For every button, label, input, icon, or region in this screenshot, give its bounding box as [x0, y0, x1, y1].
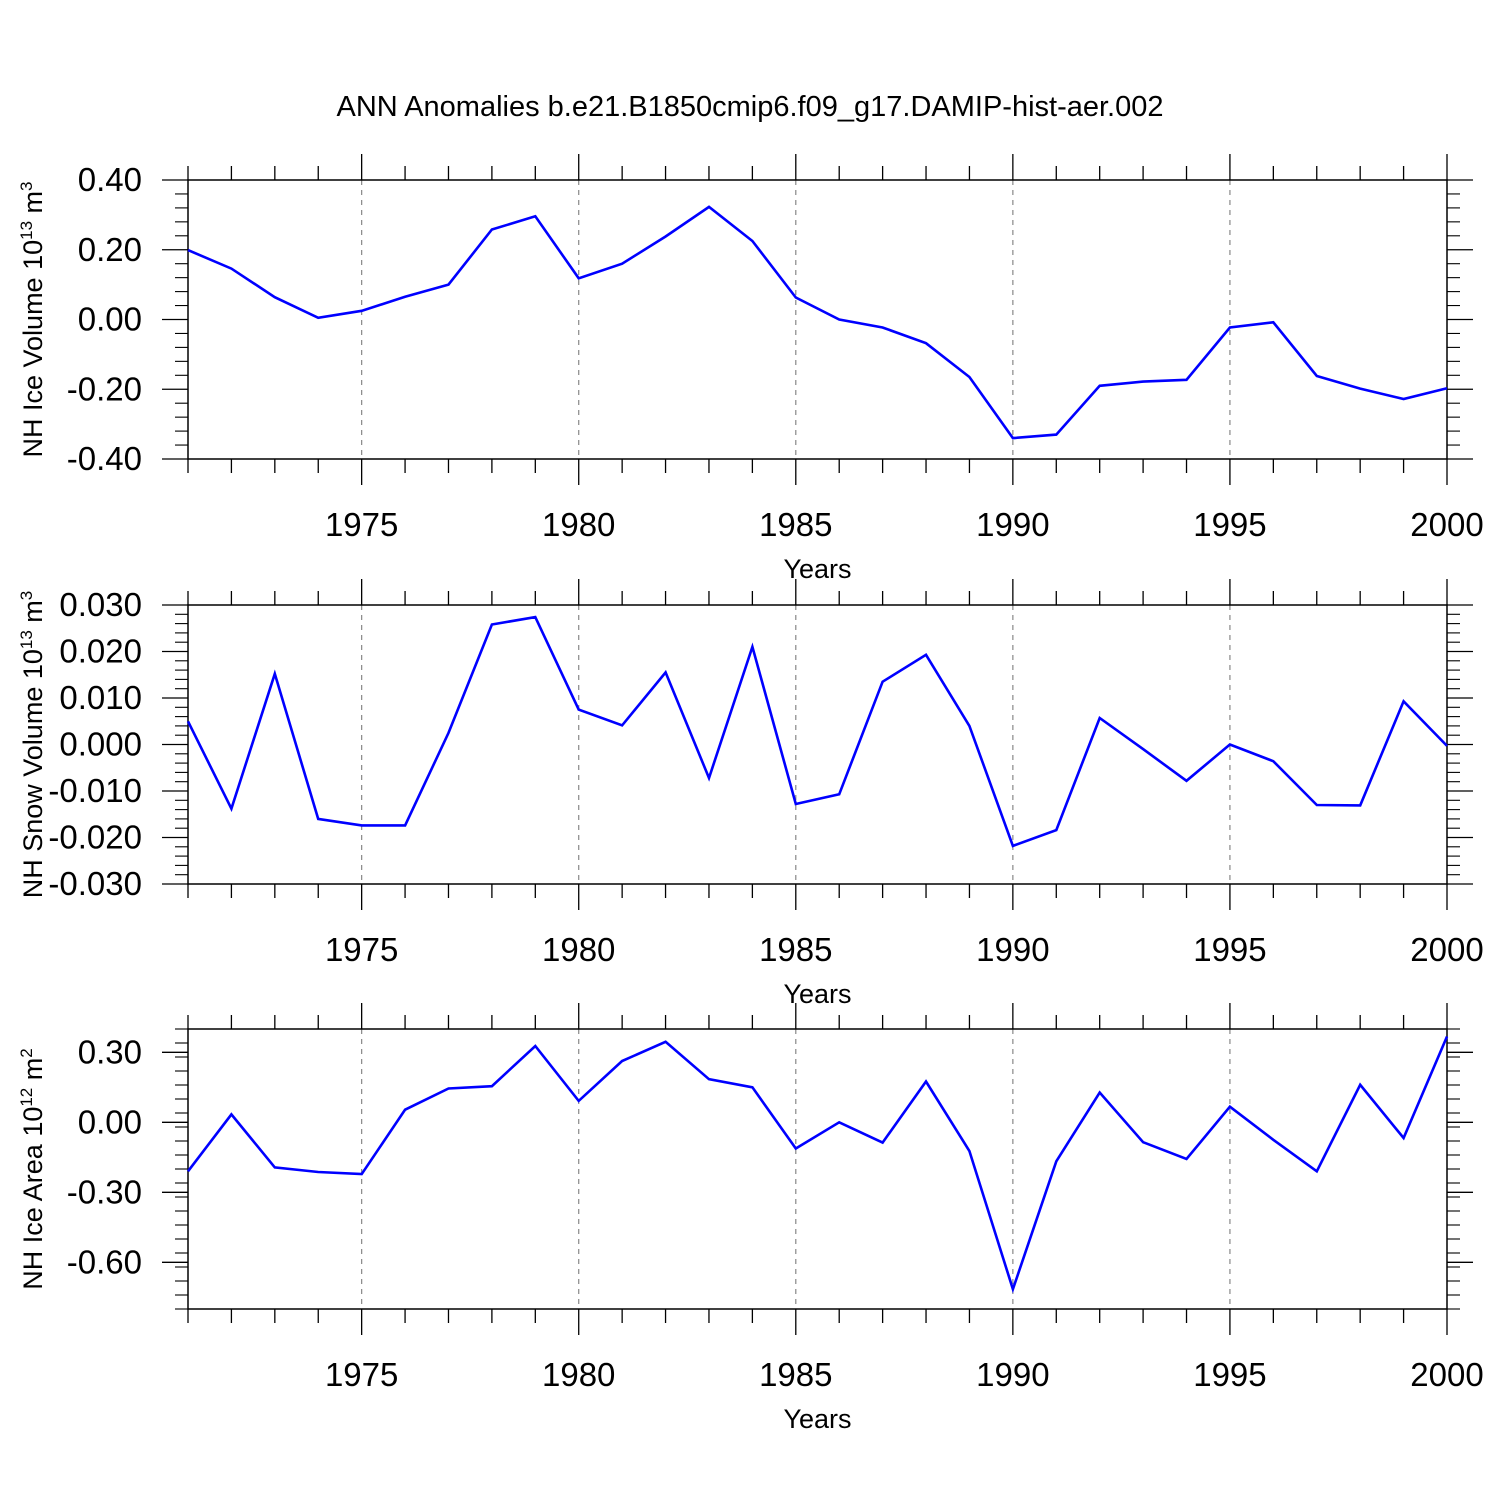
- plot-frame: [187, 604, 1448, 885]
- x-tick-label: 1995: [1193, 1356, 1266, 1393]
- x-tick-label: 1975: [325, 506, 398, 543]
- x-tick-label: 1980: [542, 1356, 615, 1393]
- panel-1: 0.40 0.20 0.00 -0.20 -0.40 1975 1980 1985 1990 19…: [17, 154, 1484, 584]
- y-axis-label: NH Ice Volume 1013 m3: [17, 182, 48, 458]
- x-tick-label: 1975: [325, 931, 398, 968]
- x-tick-label: 1985: [759, 1356, 832, 1393]
- y-tick-label: -0.60: [67, 1243, 142, 1280]
- panel-3: 0.30 0.00 -0.30 -0.60 1975 1980 1985 1990 1995 20…: [17, 1003, 1484, 1434]
- x-tick-label: 1990: [976, 931, 1049, 968]
- y-tick-label: -0.010: [48, 772, 142, 809]
- y-label-superscript: 3: [17, 591, 36, 600]
- y-label-text: m: [18, 600, 48, 630]
- y-tick-label: 0.020: [59, 633, 142, 670]
- x-tick-label: 1990: [976, 1356, 1049, 1393]
- y-label-text: m: [18, 1058, 48, 1088]
- y-tick-label: 0.40: [78, 161, 142, 198]
- y-tick-label: 0.010: [59, 679, 142, 716]
- x-tick-label: 2000: [1410, 1356, 1483, 1393]
- series-line: [186, 615, 1448, 848]
- x-tick-label: 1975: [325, 1356, 398, 1393]
- y-tick-label: 0.030: [59, 586, 142, 623]
- y-label-superscript: 12: [17, 1088, 36, 1107]
- y-label-text: m: [18, 191, 48, 221]
- y-tick-label: -0.020: [48, 819, 142, 856]
- plot-frame: [187, 179, 1448, 460]
- y-tick-label: 0.30: [78, 1033, 142, 1070]
- series-line: [187, 205, 1448, 440]
- x-tick-label: 1985: [759, 931, 832, 968]
- y-tick-label: 0.000: [59, 726, 142, 763]
- x-tick-label: 1980: [542, 931, 615, 968]
- y-label-text: NH Ice Area 10: [18, 1107, 48, 1290]
- x-tick-label: 1980: [542, 506, 615, 543]
- x-axis-label: Years: [783, 979, 851, 1009]
- panel-2: 0.030 0.020 0.010 0.000 -0.010 -0.020 -0.030 19…: [17, 579, 1484, 1009]
- x-tick-label: 2000: [1410, 506, 1483, 543]
- y-tick-label: 0.00: [78, 1103, 142, 1140]
- y-tick-label: -0.30: [67, 1173, 142, 1210]
- y-tick-label: -0.030: [48, 865, 142, 902]
- y-label-superscript: 13: [17, 221, 36, 240]
- y-label-superscript: 2: [17, 1048, 36, 1057]
- x-tick-label: 1985: [759, 506, 832, 543]
- x-tick-label: 1995: [1193, 931, 1266, 968]
- x-tick-label: 2000: [1410, 931, 1483, 968]
- y-tick-label: 0.20: [78, 231, 142, 268]
- x-tick-label: 1995: [1193, 506, 1266, 543]
- x-axis-label: Years: [783, 554, 851, 584]
- y-label-superscript: 3: [17, 182, 36, 191]
- y-label-text: NH Ice Volume 10: [18, 240, 48, 458]
- chart-title: ANN Anomalies b.e21.B1850cmip6.f09_g17.D…: [337, 91, 1164, 123]
- y-label-text: NH Snow Volume 10: [18, 649, 48, 898]
- y-tick-label: -0.20: [67, 370, 142, 407]
- y-label-superscript: 13: [17, 630, 36, 649]
- y-axis-label: NH Snow Volume 1013 m3: [17, 591, 48, 899]
- x-tick-label: 1990: [976, 506, 1049, 543]
- y-tick-label: 0.00: [78, 301, 142, 338]
- y-tick-label: -0.40: [67, 440, 142, 477]
- y-axis-label: NH Ice Area 1012 m2: [17, 1048, 48, 1289]
- series-line: [186, 1035, 1449, 1294]
- plot-frame: [187, 1028, 1448, 1310]
- x-axis-label: Years: [783, 1404, 851, 1434]
